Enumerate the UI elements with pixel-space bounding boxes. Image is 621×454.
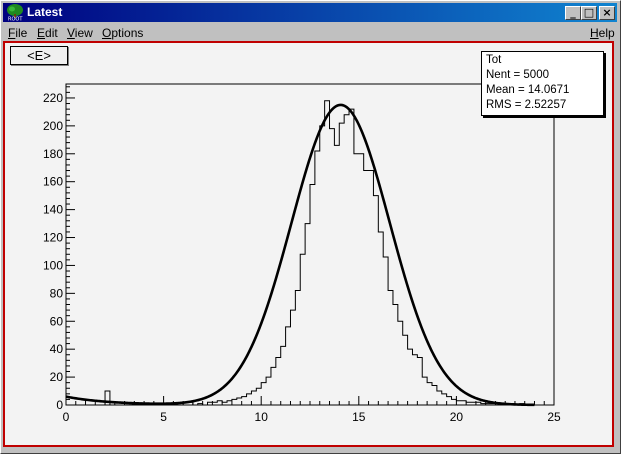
y-tick-label: 0 xyxy=(56,398,63,412)
x-tick-label: 20 xyxy=(450,410,464,424)
y-tick-label: 220 xyxy=(43,91,63,105)
menu-view[interactable]: View xyxy=(67,26,93,40)
menu-edit[interactable]: Edit xyxy=(37,26,58,40)
maximize-button[interactable]: □ xyxy=(581,6,597,20)
window-title: Latest xyxy=(27,5,63,19)
plot-frame xyxy=(65,83,555,406)
y-tick-label: 140 xyxy=(43,203,63,217)
x-tick-label: 15 xyxy=(352,410,366,424)
y-tick-label: 200 xyxy=(43,119,63,133)
root-tree-icon: ROOT xyxy=(7,4,23,22)
stats-title: Tot xyxy=(486,54,502,66)
menu-bar: File Edit View Options Help xyxy=(3,23,617,41)
x-tick-label: 25 xyxy=(547,410,561,424)
stats-rms: RMS = 2.52257 xyxy=(486,99,567,111)
y-tick-label: 20 xyxy=(50,370,64,384)
y-tick-label: 80 xyxy=(50,286,64,300)
y-tick-label: 40 xyxy=(50,342,64,356)
menu-file[interactable]: File xyxy=(8,26,28,40)
x-tick-label: 0 xyxy=(63,410,70,424)
svg-text:ROOT: ROOT xyxy=(8,17,23,22)
y-tick-label: 160 xyxy=(43,175,63,189)
menu-options[interactable]: Options xyxy=(102,26,144,40)
x-tick-label: 10 xyxy=(255,410,269,424)
title-bar[interactable]: ROOT Latest _ □ × xyxy=(3,3,617,22)
editor-button[interactable]: <E> xyxy=(10,46,68,65)
x-tick-label: 5 xyxy=(160,410,167,424)
stats-box: Tot Nent = 5000 Mean = 14.0671 RMS = 2.5… xyxy=(481,51,604,116)
y-tick-label: 100 xyxy=(43,258,63,272)
menu-help[interactable]: Help xyxy=(590,26,615,40)
minimize-button[interactable]: _ xyxy=(565,6,581,20)
stats-mean: Mean = 14.0671 xyxy=(486,84,570,96)
close-button[interactable]: × xyxy=(599,6,615,20)
y-tick-label: 120 xyxy=(43,231,63,245)
y-tick-label: 60 xyxy=(50,314,64,328)
stats-entries: Nent = 5000 xyxy=(486,69,549,81)
y-tick-label: 180 xyxy=(43,147,63,161)
